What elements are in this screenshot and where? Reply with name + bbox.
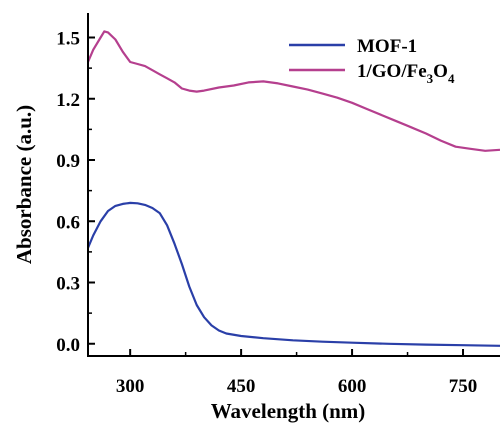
legend-label-go-fe3o4: 1/GO/Fe3O4	[357, 61, 455, 86]
x-tick-label: 300	[116, 376, 145, 397]
legend: MOF-1 1/GO/Fe3O4	[289, 36, 455, 86]
x-tick-label: 750	[449, 376, 478, 397]
legend-label-mof-1: MOF-1	[357, 36, 417, 57]
y-tick-label: 0.3	[56, 274, 80, 295]
series-line-1	[86, 30, 500, 152]
y-axis-title: Absorbance (a.u.)	[12, 105, 36, 264]
x-axis-title: Wavelength (nm)	[211, 399, 366, 423]
y-tick-label: 0.9	[56, 151, 80, 172]
y-tick-label: 0.6	[56, 212, 80, 233]
x-tick-label: 600	[338, 376, 367, 397]
y-tick-label: 1.2	[56, 90, 80, 111]
axes-layer	[87, 13, 500, 357]
y-tick-label: 1.5	[56, 29, 80, 50]
x-tick-label: 450	[227, 376, 256, 397]
y-tick-label: 0.0	[56, 335, 80, 356]
series-layer	[86, 30, 500, 347]
series-line-0	[86, 201, 500, 347]
ticks-layer: 300 450 600 750 0.0 0.3 0.6 0.9 1.2 1.5	[56, 29, 477, 398]
